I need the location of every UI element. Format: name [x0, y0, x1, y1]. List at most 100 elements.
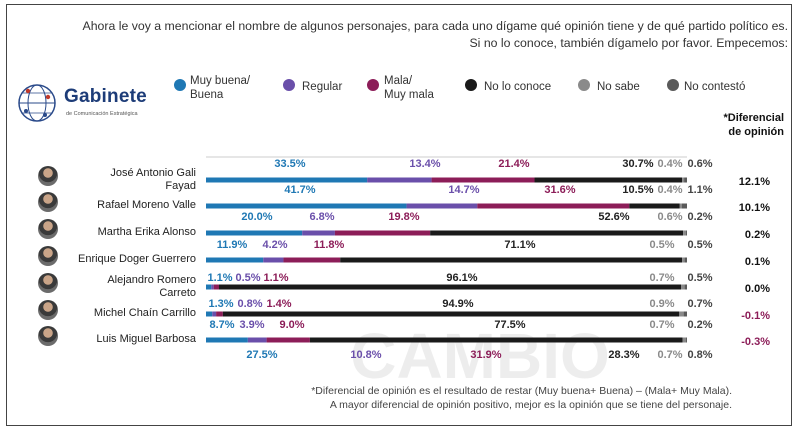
bar-segment: [682, 257, 685, 263]
bar-segment: [206, 311, 213, 317]
bar-segment: [263, 257, 284, 263]
data-label: 31.6%: [544, 184, 575, 196]
bar-segment: [222, 311, 680, 317]
bar-segment: [206, 203, 407, 209]
logo-subtitle: de Comunicación Estratégica: [66, 111, 138, 117]
bar-segment: [309, 337, 683, 343]
data-label: 20.0%: [241, 211, 272, 223]
gabinete-logo: Gabinete de Comunicación Estratégica: [16, 78, 166, 128]
candidate-name: Martha Erika Alonso: [56, 226, 196, 239]
data-label: 10.5%: [622, 184, 653, 196]
data-label: 0.7%: [649, 319, 674, 331]
data-label: 0.2%: [687, 211, 712, 223]
data-label: 11.9%: [217, 239, 248, 251]
data-label: 0.7%: [687, 298, 712, 310]
bar-segment: [367, 177, 432, 183]
question-line-1: Ahora le voy a mencionar el nombre de al…: [82, 19, 789, 33]
footnote-line-1: *Diferencial de opinión es el resultado …: [311, 385, 732, 397]
candidate-photo: [38, 326, 58, 346]
candidate-name-line: Michel Chaín Carrillo: [93, 307, 196, 319]
data-label: 3.9%: [239, 319, 264, 331]
data-label: 0.5%: [687, 239, 712, 251]
data-label: 1.4%: [266, 298, 291, 310]
bar-segment: [683, 230, 687, 236]
data-label: 0.7%: [649, 272, 674, 284]
candidate-name: Luis Miguel Barbosa: [56, 333, 196, 346]
bar-segment: [213, 284, 219, 290]
candidate-name-line: Carreto: [159, 287, 196, 299]
data-label: 0.6%: [657, 211, 682, 223]
legend-label-regular: Regular: [302, 81, 343, 93]
question-line-2: Si no lo conoce, también dígamelo por fa…: [469, 36, 788, 50]
data-label: 28.3%: [608, 349, 639, 361]
candidate-name: Rafael Moreno Valle: [56, 199, 196, 212]
bar-segment: [206, 177, 368, 183]
bar-segment: [477, 203, 630, 209]
legend-label-no-sabe: No sabe: [597, 81, 640, 93]
diferencial-value: 10.1%: [738, 202, 770, 214]
candidate-name: Alejandro Romero Carreto: [56, 274, 196, 300]
data-label: 11.8%: [314, 239, 345, 251]
diferencial-value: 0.0%: [744, 283, 770, 295]
candidate-photo: [38, 273, 58, 293]
data-label: 0.9%: [649, 298, 674, 310]
logo-name: Gabinete: [64, 86, 147, 107]
candidate-name-line: Martha Erika Alonso: [97, 226, 196, 238]
diferencial-value: 0.1%: [744, 256, 770, 268]
bar-segment: [686, 230, 687, 236]
data-label: 19.8%: [388, 211, 419, 223]
bar-segment: [212, 311, 217, 317]
data-label: 31.9%: [470, 349, 501, 361]
data-label: 30.7%: [622, 158, 653, 170]
bar-segment: [684, 177, 687, 183]
data-label: 1.1%: [207, 272, 232, 284]
watermark-text: CAMBIO: [350, 320, 610, 392]
candidate-photo: [38, 219, 58, 239]
data-label: 96.1%: [446, 272, 477, 284]
data-label: 94.9%: [442, 298, 473, 310]
bar-segment: [684, 257, 687, 263]
diferencial-value: -0.3%: [741, 336, 770, 348]
bar-segment: [682, 177, 685, 183]
legend-label-muy-buena: Muy buena/ Buena: [190, 75, 251, 101]
bar-segment: [334, 230, 431, 236]
candidate-name-line: Rafael Moreno Valle: [97, 199, 196, 211]
data-label: 13.4%: [409, 158, 440, 170]
legend-swatch-muy-buena: [174, 79, 186, 91]
legend-swatch-mala: [367, 79, 379, 91]
bar-segment: [266, 337, 310, 343]
data-label: 0.8%: [237, 298, 262, 310]
data-label: 9.0%: [279, 319, 304, 331]
data-label: 0.4%: [657, 158, 682, 170]
legend-swatch-regular: [283, 79, 295, 91]
diferencial-value: 12.1%: [738, 176, 770, 188]
bar-segment: [682, 337, 687, 343]
candidate-name: Enrique Doger Guerrero: [56, 253, 196, 266]
bar-segment: [684, 284, 687, 290]
diferencial-header: *Diferencial de opinión: [723, 112, 784, 138]
bar-segment: [340, 257, 683, 263]
bar-segment: [283, 257, 341, 263]
candidate-photo: [38, 246, 58, 266]
data-label: 21.4%: [498, 158, 529, 170]
bar-segment: [679, 203, 682, 209]
data-label: 1.1%: [263, 272, 288, 284]
candidate-photo: [38, 300, 58, 320]
data-label: 27.5%: [246, 349, 277, 361]
bar-segment: [686, 337, 687, 343]
bar-segment: [247, 337, 267, 343]
data-label: 0.5%: [235, 272, 260, 284]
candidate-photo: [38, 166, 58, 186]
bar-segment: [683, 311, 687, 317]
globe-icon: [18, 84, 56, 122]
candidate-name-line: Alejandro Romero: [107, 274, 196, 286]
legend-swatch-no-conoce: [465, 79, 477, 91]
data-label: 1.1%: [687, 184, 712, 196]
diferencial-value: 0.2%: [744, 229, 770, 241]
bar-segment: [629, 203, 680, 209]
data-label: 6.8%: [309, 211, 334, 223]
legend-swatch-no-contesto: [667, 79, 679, 91]
data-label: 0.5%: [687, 272, 712, 284]
data-label: 0.6%: [687, 158, 712, 170]
